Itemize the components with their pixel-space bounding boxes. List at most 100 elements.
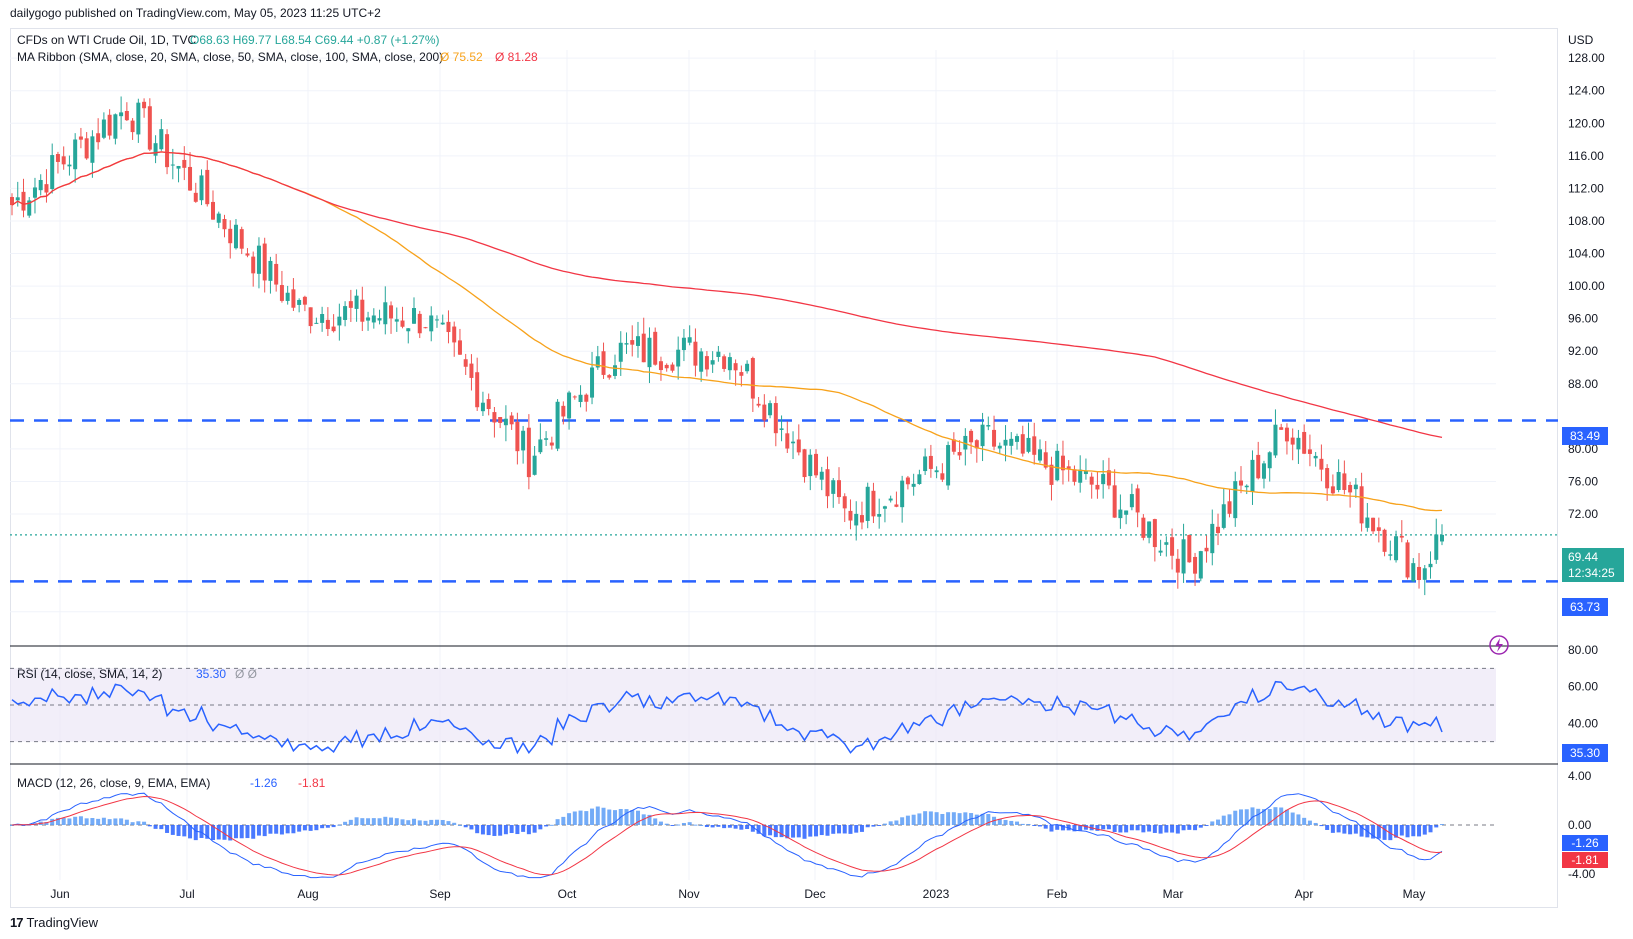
macd-histogram-bar — [216, 825, 221, 840]
macd-histogram-bar — [1221, 815, 1226, 825]
svg-text:63.73: 63.73 — [1570, 600, 1600, 614]
legend-rsi[interactable]: RSI (14, close, SMA, 14, 2) — [17, 667, 162, 681]
macd-histogram-bar — [308, 825, 313, 831]
macd-histogram-bar — [251, 825, 256, 839]
macd-histogram-bar — [532, 825, 537, 833]
macd-histogram-bar — [343, 821, 348, 825]
legend-macd[interactable]: MACD (12, 26, close, 9, EMA, EMA) — [17, 776, 210, 790]
candle-body — [480, 402, 485, 412]
macd-histogram-bar — [526, 825, 531, 835]
candle-body — [681, 337, 686, 351]
candle-body — [1124, 510, 1129, 515]
candle-body — [279, 285, 284, 301]
candle-body — [1290, 437, 1295, 445]
macd-histogram-bar — [1371, 825, 1376, 839]
candle-body — [463, 359, 468, 367]
candle-body — [1233, 481, 1238, 519]
lightning-icon[interactable] — [1489, 635, 1509, 655]
macd-histogram-bar — [1284, 809, 1289, 825]
macd-histogram-bar — [923, 811, 928, 825]
candle-body — [848, 510, 853, 521]
candle-body — [389, 305, 394, 319]
macd-histogram-bar — [1193, 825, 1198, 831]
macd-histogram-bar — [859, 825, 864, 832]
macd-histogram-bar — [285, 825, 290, 834]
candle-body — [1376, 527, 1381, 531]
macd-histogram-bar — [756, 825, 761, 834]
legend-symbol[interactable]: CFDs on WTI Crude Oil, 1D, TVC — [17, 33, 196, 47]
macd-histogram-bar — [681, 822, 686, 825]
candle-body — [567, 392, 572, 419]
candle-body — [1319, 458, 1324, 470]
candle-body — [371, 315, 376, 323]
candle-body — [188, 166, 193, 191]
macd-histogram-bar — [687, 822, 692, 825]
legend-ma-ribbon[interactable]: MA Ribbon (SMA, close, 20, SMA, close, 5… — [17, 50, 443, 64]
candle-body — [613, 365, 618, 376]
candle-body — [308, 307, 313, 327]
candle-body — [624, 343, 629, 345]
candle-body — [440, 322, 445, 325]
candle-body — [96, 133, 101, 143]
macd-histogram-bar — [733, 825, 738, 829]
last-price-value: 69.44 — [1568, 550, 1598, 564]
candle-body — [802, 449, 807, 478]
time-label: 2023 — [923, 887, 950, 901]
candle-body — [348, 301, 353, 308]
candle-body — [176, 165, 181, 169]
price-tick-label: 120.00 — [1568, 116, 1605, 130]
candle-body — [486, 399, 491, 410]
candle-body — [1365, 517, 1370, 528]
candle-body — [1210, 523, 1215, 554]
tradingview-footer[interactable]: 17 TradingView — [10, 915, 98, 930]
candle-body — [894, 504, 899, 507]
macd-histogram-bar — [256, 825, 261, 836]
macd-histogram-bar — [791, 825, 796, 838]
candle-body — [980, 424, 985, 447]
candle-body — [630, 340, 635, 345]
macd-histogram-bar — [492, 825, 497, 836]
macd-histogram-bar — [429, 819, 434, 825]
publisher-header: dailygogo published on TradingView.com, … — [10, 6, 381, 20]
candle-body — [1440, 534, 1444, 542]
macd-histogram-bar — [147, 825, 152, 827]
candle-body — [974, 440, 979, 449]
candle-body — [716, 351, 721, 357]
macd-histogram-bar — [1405, 825, 1410, 838]
macd-histogram-bar — [538, 825, 543, 830]
candle-body — [722, 356, 727, 369]
macd-histogram-bar — [1015, 821, 1020, 825]
macd-histogram-bar — [457, 824, 462, 826]
macd-histogram-bar — [1388, 825, 1393, 841]
macd-histogram-bar — [1330, 825, 1335, 833]
price-tick-label: 116.00 — [1568, 149, 1604, 163]
candle-body — [1089, 476, 1094, 485]
macd-histogram-bar — [1181, 825, 1186, 831]
macd-histogram-bar — [1078, 825, 1083, 831]
macd-histogram-bar — [1244, 809, 1249, 825]
price-tick-label: 104.00 — [1568, 247, 1605, 261]
macd-histogram-bar — [653, 818, 658, 825]
macd-histogram-bar — [113, 818, 118, 825]
macd-histogram-bar — [963, 812, 968, 825]
time-label: Apr — [1295, 887, 1314, 901]
macd-histogram-bar — [389, 817, 394, 825]
macd-histogram-bar — [1250, 807, 1255, 825]
candle-body — [969, 430, 974, 443]
candle-body — [302, 296, 307, 305]
chart-frame — [10, 28, 1558, 908]
macd-histogram-bar — [21, 825, 26, 826]
macd-histogram-bar — [354, 817, 359, 825]
macd-histogram-bar — [1342, 825, 1347, 834]
macd-histogram-bar — [997, 818, 1002, 825]
candle-body — [1399, 535, 1404, 538]
candle-body — [1026, 437, 1031, 452]
candle-body — [1417, 566, 1422, 581]
candle-body — [1336, 471, 1341, 490]
candle-body — [561, 405, 566, 417]
macd-histogram-bar — [624, 809, 629, 825]
svg-text:-1.26: -1.26 — [1571, 836, 1599, 850]
time-label: May — [1403, 887, 1426, 901]
rsi-line — [11, 680, 1443, 755]
